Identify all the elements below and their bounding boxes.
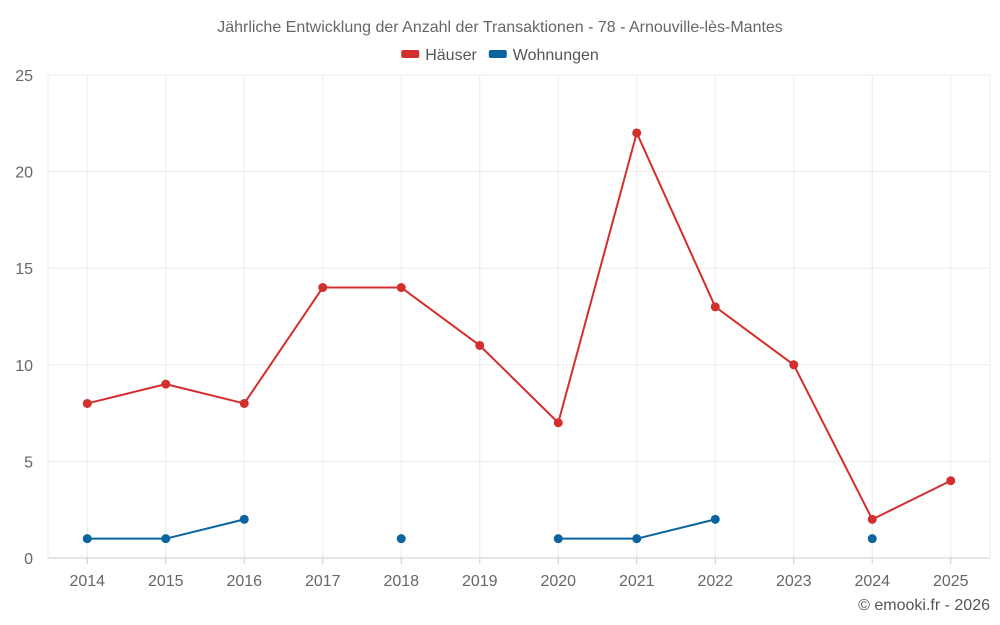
series-line-segment	[557, 131, 638, 424]
chart-title: Jährliche Entwicklung der Anzahl der Tra…	[217, 19, 783, 36]
series-line-segment	[635, 518, 717, 540]
data-point[interactable]	[789, 360, 799, 370]
legend-swatch	[401, 50, 420, 58]
y-tick-label: 15	[15, 261, 33, 278]
data-point[interactable]	[396, 534, 406, 544]
x-tick-label: 2023	[776, 573, 812, 590]
data-point[interactable]	[867, 514, 877, 524]
legend-swatch	[488, 50, 507, 58]
credit-text: © emooki.fr - 2026	[858, 597, 990, 614]
series-line-segment	[792, 363, 874, 521]
series-line-segment	[871, 479, 952, 521]
data-point[interactable]	[475, 340, 485, 350]
x-tick-label: 2015	[148, 573, 184, 590]
data-point[interactable]	[710, 302, 720, 312]
legend: Häuser Wohnungen	[401, 47, 599, 64]
x-tick-label: 2020	[540, 573, 576, 590]
data-point[interactable]	[632, 128, 642, 138]
series-line-segment	[86, 383, 167, 405]
x-tick-label: 2021	[619, 573, 655, 590]
data-point[interactable]	[396, 283, 406, 293]
x-tick-label: 2017	[305, 573, 341, 590]
series-line-segment	[400, 286, 481, 347]
series-0	[82, 128, 956, 524]
legend-label: Wohnungen	[513, 47, 599, 64]
data-point[interactable]	[161, 534, 171, 544]
y-tick-label: 25	[15, 68, 33, 85]
series-line-segment	[714, 305, 795, 366]
data-point[interactable]	[318, 283, 328, 293]
x-tick-label: 2014	[69, 573, 105, 590]
series-line-segment	[164, 518, 246, 540]
series-line-segment	[164, 383, 246, 405]
series-1	[82, 514, 877, 544]
data-point[interactable]	[867, 534, 877, 544]
y-tick-label: 20	[15, 165, 33, 182]
x-tick-label: 2024	[854, 573, 890, 590]
data-point[interactable]	[239, 398, 249, 408]
legend-label: Häuser	[425, 47, 477, 64]
y-tick-label: 5	[24, 454, 33, 471]
grid	[48, 74, 990, 558]
x-tick-label: 2016	[226, 573, 262, 590]
x-tick-label: 2025	[933, 573, 969, 590]
data-point[interactable]	[82, 534, 92, 544]
series-line-segment	[243, 286, 324, 405]
series-line-segment	[478, 344, 560, 424]
y-tick-label: 0	[24, 551, 33, 568]
data-point[interactable]	[82, 398, 92, 408]
x-tick-label: 2018	[383, 573, 419, 590]
legend-item-1[interactable]: Wohnungen	[488, 47, 599, 64]
y-tick-label: 10	[15, 358, 33, 375]
data-point[interactable]	[553, 534, 563, 544]
x-tick-label: 2022	[697, 573, 733, 590]
data-point[interactable]	[632, 534, 642, 544]
data-point[interactable]	[161, 379, 171, 389]
series-layer	[82, 128, 956, 544]
data-point[interactable]	[946, 476, 956, 486]
legend-item-0[interactable]: Häuser	[401, 47, 477, 64]
x-tick-label: 2019	[462, 573, 498, 590]
series-line-segment	[635, 131, 717, 308]
data-point[interactable]	[239, 514, 249, 524]
data-point[interactable]	[553, 418, 563, 428]
data-point[interactable]	[710, 514, 720, 524]
